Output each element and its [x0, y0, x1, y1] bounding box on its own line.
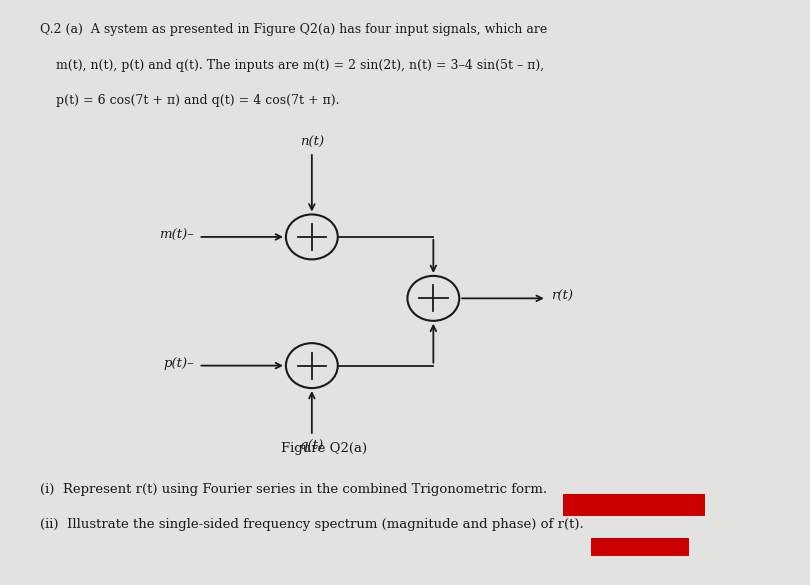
Text: p(t)–: p(t)– [164, 357, 194, 370]
Text: Figure Q2(a): Figure Q2(a) [281, 442, 367, 455]
Text: m(t), n(t), p(t) and q(t). The inputs are m(t) = 2 sin(2t), n(t) = 3–4 sin(5t – : m(t), n(t), p(t) and q(t). The inputs ar… [40, 58, 544, 71]
Text: m(t)–: m(t)– [160, 229, 194, 242]
Text: Q.2 (a)  A system as presented in Figure Q2(a) has four input signals, which are: Q.2 (a) A system as presented in Figure … [40, 23, 548, 36]
Text: (ii)  Illustrate the single-sided frequency spectrum (magnitude and phase) of r(: (ii) Illustrate the single-sided frequen… [40, 518, 584, 531]
Text: p(t) = 6 cos(7t + π) and q(t) = 4 cos(7t + π).: p(t) = 6 cos(7t + π) and q(t) = 4 cos(7t… [40, 94, 340, 106]
Text: n(t): n(t) [300, 136, 324, 149]
Text: q(t): q(t) [300, 439, 324, 452]
Bar [563, 494, 705, 516]
Text: (i)  Represent r(t) using Fourier series in the combined Trigonometric form.: (i) Represent r(t) using Fourier series … [40, 483, 548, 495]
Bar [591, 538, 688, 556]
Text: r(t): r(t) [551, 290, 573, 303]
